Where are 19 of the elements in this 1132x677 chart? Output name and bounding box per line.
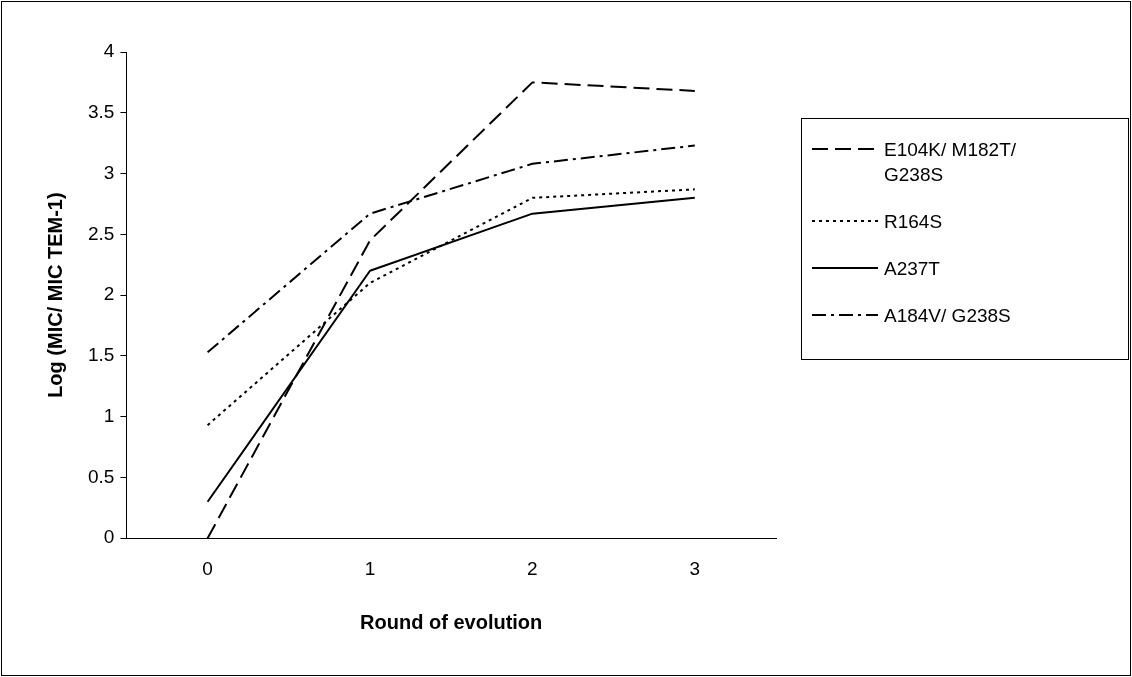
x-tick-label: 2 <box>527 557 538 579</box>
y-tick-label: 1 <box>103 404 115 426</box>
y-tick-label: 0.5 <box>87 465 115 487</box>
y-tick-label: 4 <box>103 40 115 62</box>
legend-label: R164S <box>884 210 944 234</box>
y-tick-label: 3 <box>103 161 115 183</box>
y-tick-label: 1.5 <box>87 344 115 366</box>
y-tick-label: 2.5 <box>87 222 115 244</box>
y-tick-label: 3.5 <box>87 101 115 123</box>
y-tick-label: 0 <box>103 526 115 548</box>
y-tick-label: 2 <box>103 283 115 305</box>
legend-label: A237T <box>884 257 941 281</box>
x-tick-label: 3 <box>689 557 701 579</box>
legend-label: A184V/ G238S <box>884 304 1012 328</box>
legend-label: E104K/ M182T/ G238S <box>884 138 1018 187</box>
x-tick-label: 1 <box>364 557 376 579</box>
x-tick-label: 0 <box>202 557 213 579</box>
y-axis-title: Log (MIC/ MIC TEM-1) <box>43 192 66 398</box>
x-axis-title: Round of evolution <box>360 610 543 633</box>
